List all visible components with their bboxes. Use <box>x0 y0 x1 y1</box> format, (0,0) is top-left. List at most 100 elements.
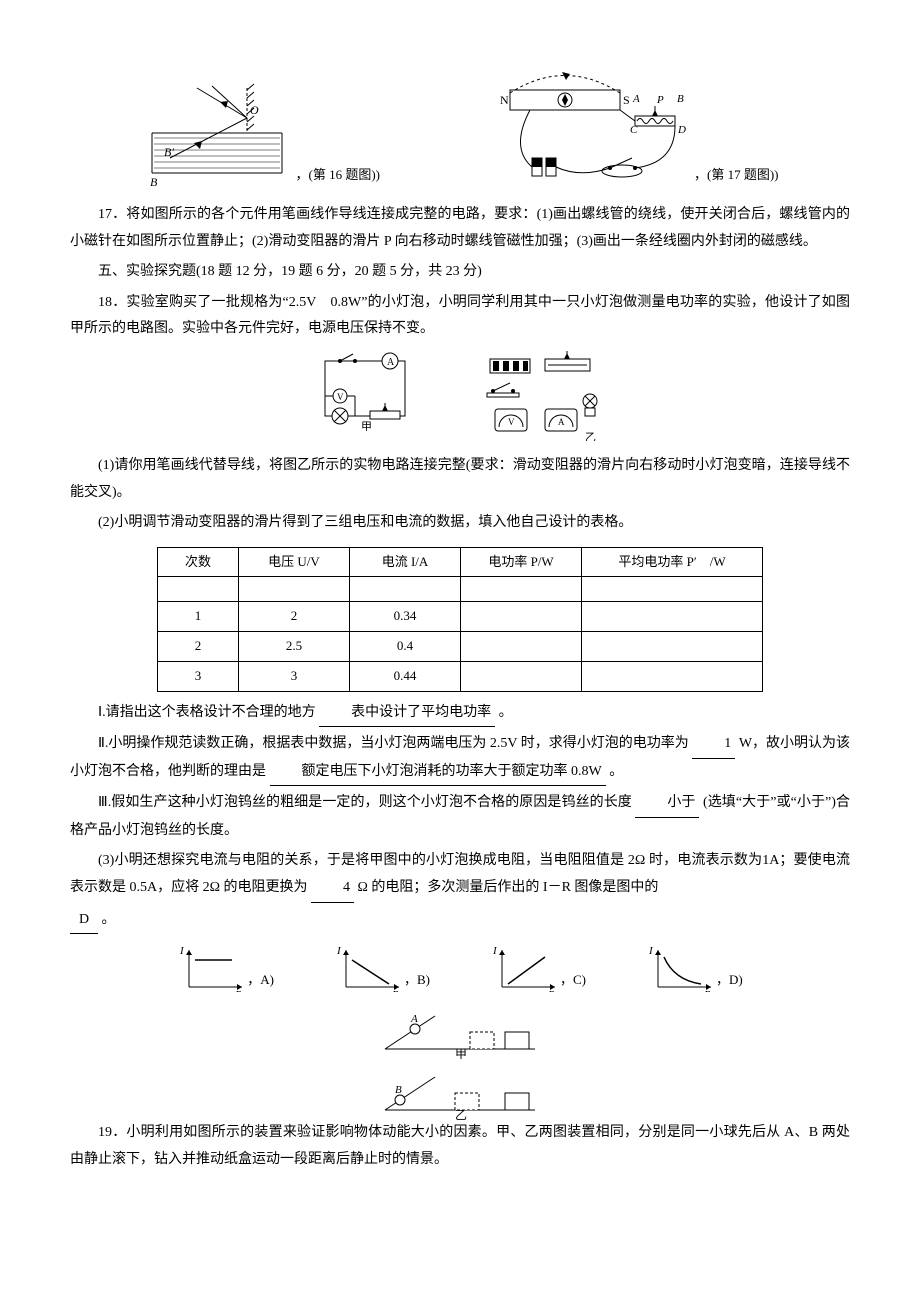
table-cell: 2 <box>239 602 350 632</box>
svg-text:I: I <box>492 945 498 957</box>
q18-I-a: Ⅰ.请指出这个表格设计不合理的地方 <box>98 705 316 720</box>
circuit-jia: A V 甲 <box>315 351 415 431</box>
svg-text:B: B <box>150 175 158 188</box>
q18-II-blank1: 1 <box>692 731 735 759</box>
q18-III: Ⅲ.假如生产这种小灯泡钨丝的粗细是一定的，则这个小灯泡不合格的原因是钨丝的长度 … <box>70 790 850 844</box>
table-cell <box>158 577 239 602</box>
figure-17: N S A B P C D <box>480 68 779 188</box>
svg-text:P: P <box>656 94 664 106</box>
svg-text:B′: B′ <box>164 145 174 159</box>
table-header: 电功率 P/W <box>461 547 582 577</box>
data-table: 次数电压 U/V电流 I/A电功率 P/W平均电功率 Pʹ /W 120.342… <box>157 547 763 692</box>
table-cell: 0.4 <box>350 632 461 662</box>
q18-3-blank2: D <box>70 907 98 935</box>
table-cell: 2.5 <box>239 632 350 662</box>
q18-3-c: 。 <box>102 912 116 927</box>
q18-part3: (3)小明还想探究电流与电阻的关系，于是将甲图中的小灯泡换成电阻，当电阻阻值是 … <box>70 848 850 902</box>
table-header: 平均电功率 Pʹ /W <box>582 547 763 577</box>
q18-part2: (2)小明调节滑动变阻器的滑片得到了三组电压和电流的数据，填入他自己设计的表格。 <box>70 510 850 537</box>
fig17-caption: ，(第 17 题图)) <box>694 163 779 188</box>
q18-stem: 18．实验室购买了一批规格为“2.5V 0.8W”的小灯泡，小明同学利用其中一只… <box>70 290 850 343</box>
q18-I: Ⅰ.请指出这个表格设计不合理的地方 表中设计了平均电功率 。 <box>70 700 850 728</box>
svg-text:A: A <box>632 93 640 105</box>
svg-text:甲: 甲 <box>361 421 372 431</box>
slope-yi: B 乙 <box>375 1065 545 1120</box>
figure-16: O B′ B ，(第 16 题图)) <box>142 78 381 188</box>
svg-text:S: S <box>623 93 630 107</box>
q18-circuit-figs: A V 甲 V A 乙 <box>70 351 850 441</box>
ir-graph: IR，A) <box>177 942 274 992</box>
ir-graph: IR，D) <box>646 942 743 992</box>
ir-graph: IR，B) <box>334 942 430 992</box>
table-cell: 0.44 <box>350 661 461 691</box>
q17-text: 17．将如图所示的各个元件用笔画线作导线连接成完整的电路，要求：(1)画出螺线管… <box>70 202 850 255</box>
svg-text:I: I <box>179 945 185 957</box>
q18-III-a: Ⅲ.假如生产这种小灯泡钨丝的粗细是一定的，则这个小灯泡不合格的原因是钨丝的长度 <box>98 795 632 810</box>
svg-text:B: B <box>395 1084 402 1096</box>
svg-text:R: R <box>234 989 242 992</box>
table-cell: 2 <box>158 632 239 662</box>
svg-text:A: A <box>558 417 565 427</box>
q18-3-blank1: 4 <box>311 875 354 903</box>
svg-text:D: D <box>677 124 686 136</box>
slope-jia: A 甲 <box>375 1004 545 1059</box>
svg-text:R: R <box>547 989 555 992</box>
table-header: 次数 <box>158 547 239 577</box>
table-row: 330.44 <box>158 661 763 691</box>
table-cell <box>582 661 763 691</box>
svg-text:乙: 乙 <box>455 1108 467 1120</box>
table-cell <box>461 632 582 662</box>
q18-I-blank: 表中设计了平均电功率 <box>319 700 495 728</box>
q19-text: 19．小明利用如图所示的装置来验证影响物体动能大小的因素。甲、乙两图装置相同，分… <box>70 1120 850 1173</box>
svg-text:A: A <box>410 1013 418 1025</box>
q18-II-a: Ⅱ.小明操作规范读数正确，根据表中数据，当小灯泡两端电压为 2.5V 时，求得小… <box>98 736 689 751</box>
svg-text:I: I <box>648 945 654 957</box>
q18-3-b: Ω 的电阻；多次测量后作出的 I－R 图像是图中的 <box>358 880 659 895</box>
svg-text:C: C <box>630 124 638 136</box>
q18-part3-line2: D 。 <box>70 907 850 935</box>
table-cell <box>239 577 350 602</box>
table-cell <box>582 602 763 632</box>
q18-I-b: 。 <box>499 705 513 720</box>
figure-row-16-17: O B′ B ，(第 16 题图)) N S A B P C D <box>70 68 850 188</box>
svg-text:A: A <box>387 357 395 368</box>
svg-text:乙: 乙 <box>585 431 596 441</box>
svg-text:V: V <box>508 417 515 427</box>
table-cell: 3 <box>239 661 350 691</box>
slope-figs: A 甲 B 乙 <box>70 1004 850 1120</box>
circuit-yi: V A 乙 <box>475 351 605 441</box>
table-cell <box>461 602 582 632</box>
table-cell <box>582 632 763 662</box>
q18-III-blank: 小于 <box>635 790 699 818</box>
table-cell: 3 <box>158 661 239 691</box>
q18-II: Ⅱ.小明操作规范读数正确，根据表中数据，当小灯泡两端电压为 2.5V 时，求得小… <box>70 731 850 786</box>
svg-text:I: I <box>336 945 342 957</box>
svg-text:R: R <box>391 989 399 992</box>
table-cell: 0.34 <box>350 602 461 632</box>
table-cell: 1 <box>158 602 239 632</box>
svg-text:V: V <box>337 392 344 402</box>
section-5-heading: 五、实验探究题(18 题 12 分，19 题 6 分，20 题 5 分，共 23… <box>70 259 850 286</box>
ir-graph-row: IR，A)IR，B)IR，C)IR，D) <box>70 942 850 992</box>
table-cell <box>461 577 582 602</box>
ir-graph: IR，C) <box>490 942 586 992</box>
table-header: 电压 U/V <box>239 547 350 577</box>
table-row: 22.50.4 <box>158 632 763 662</box>
fig17-svg: N S A B P C D <box>480 68 690 188</box>
svg-text:R: R <box>703 989 711 992</box>
table-cell <box>350 577 461 602</box>
table-cell <box>582 577 763 602</box>
fig16-svg: O B′ B <box>142 78 292 188</box>
table-header: 电流 I/A <box>350 547 461 577</box>
q18-part1: (1)请你用笔画线代替导线，将图乙所示的实物电路连接完整(要求：滑动变阻器的滑片… <box>70 453 850 506</box>
table-row <box>158 577 763 602</box>
fig16-caption: ，(第 16 题图)) <box>296 163 381 188</box>
table-row: 120.34 <box>158 602 763 632</box>
q18-II-blank2: 额定电压下小灯泡消耗的功率大于额定功率 0.8W <box>270 759 606 787</box>
table-cell <box>461 661 582 691</box>
svg-text:N: N <box>500 93 509 107</box>
svg-text:甲: 甲 <box>455 1047 467 1059</box>
svg-text:O: O <box>250 103 259 117</box>
svg-text:B: B <box>677 93 684 105</box>
q18-II-c: 。 <box>609 764 623 779</box>
